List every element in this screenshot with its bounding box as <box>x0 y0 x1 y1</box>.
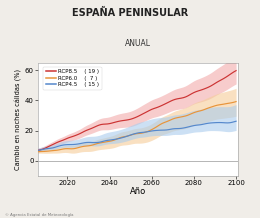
Legend: RCP8.5    ( 19 ), RCP6.0    (  7 ), RCP4.5    ( 15 ): RCP8.5 ( 19 ), RCP6.0 ( 7 ), RCP4.5 ( 15… <box>43 66 101 90</box>
Text: ESPAÑA PENINSULAR: ESPAÑA PENINSULAR <box>72 8 188 18</box>
Text: © Agencia Estatal de Meteorología: © Agencia Estatal de Meteorología <box>5 213 74 217</box>
X-axis label: Año: Año <box>130 187 146 196</box>
Y-axis label: Cambio en noches cálidas (%): Cambio en noches cálidas (%) <box>15 69 22 170</box>
Title: ANUAL: ANUAL <box>125 39 151 48</box>
